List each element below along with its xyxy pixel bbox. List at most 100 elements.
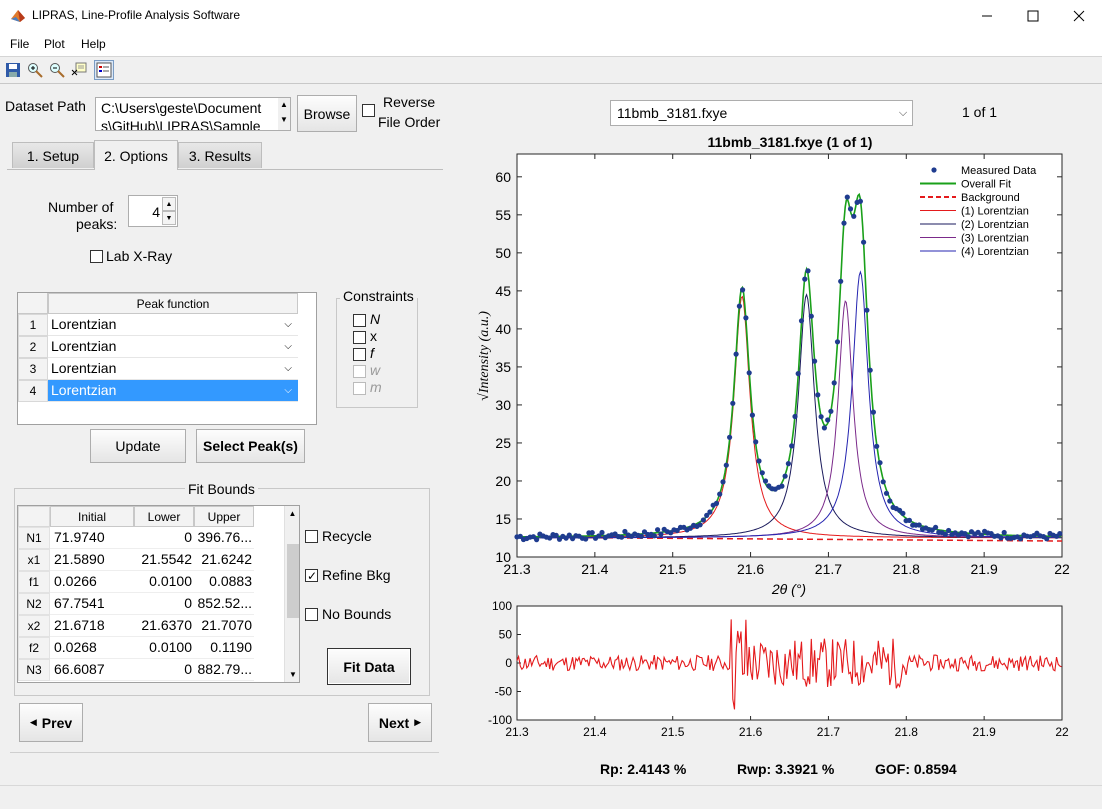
initial-value-cell[interactable]: 66.6087: [50, 659, 134, 681]
prev-label: Prev: [41, 714, 73, 731]
scroll-thumb[interactable]: [287, 544, 299, 618]
peak-row[interactable]: 1 Lorentzian ⌵: [18, 314, 316, 336]
lower-bound-cell[interactable]: 0: [134, 593, 194, 615]
zoom-out-icon: [50, 63, 65, 78]
lower-bound-cell[interactable]: 21.6370: [134, 615, 194, 637]
prev-button[interactable]: ◀ Prev: [19, 703, 83, 742]
data-point: [795, 371, 801, 377]
lower-bound-cell[interactable]: 0: [134, 527, 194, 549]
path-line-1: C:\Users\geste\Document: [101, 100, 262, 116]
dataset-path-field[interactable]: C:\Users\geste\Document s\GitHub\LIPRAS\…: [95, 97, 291, 131]
initial-value-cell[interactable]: 21.5890: [50, 549, 134, 571]
peak-row[interactable]: 2 Lorentzian ⌵: [18, 336, 316, 358]
data-cursor-button[interactable]: [69, 60, 89, 80]
recycle-checkbox[interactable]: [305, 530, 318, 543]
peak-function-value: Lorentzian: [51, 382, 117, 398]
upper-bound-cell[interactable]: 21.6242: [194, 549, 254, 571]
refine-bkg-checkbox[interactable]: [305, 569, 318, 582]
fit-bounds-scrollbar[interactable]: ▲ ▼: [284, 506, 299, 682]
reverse-order-checkbox[interactable]: [362, 104, 375, 117]
peak-function-select[interactable]: Lorentzian ⌵: [48, 380, 298, 402]
data-point: [883, 490, 890, 496]
lower-bound-cell[interactable]: 0.0100: [134, 571, 194, 593]
y-tick-label: 10: [495, 549, 511, 565]
lab-xray-checkbox[interactable]: [90, 250, 103, 263]
constraint-checkbox[interactable]: [353, 314, 366, 327]
initial-value-cell[interactable]: 67.7541: [50, 593, 134, 615]
peak-row[interactable]: 4 Lorentzian ⌵: [18, 380, 316, 402]
upper-bound-cell[interactable]: 852.52...: [194, 593, 254, 615]
data-point: [547, 535, 553, 541]
next-button[interactable]: Next ▶: [368, 703, 432, 742]
tab-setup[interactable]: 1. Setup: [12, 142, 94, 168]
legend-marker: [931, 167, 937, 173]
upper-bound-cell[interactable]: 0.1190: [194, 637, 254, 659]
constraint-checkbox[interactable]: [353, 331, 366, 344]
initial-value-cell[interactable]: 0.0268: [50, 637, 134, 659]
y-tick-label: 30: [495, 397, 511, 413]
y-tick-label: -50: [495, 685, 513, 699]
constraint-checkbox[interactable]: [353, 348, 366, 361]
data-point: [877, 460, 883, 466]
data-point: [655, 527, 661, 533]
peak-function-select[interactable]: Lorentzian ⌵: [48, 314, 298, 336]
spinner-up-icon[interactable]: ▲: [162, 197, 176, 211]
upper-bound-cell[interactable]: 882.79...: [194, 659, 254, 681]
upper-bound-cell[interactable]: 396.76...: [194, 527, 254, 549]
zoom-out-button[interactable]: [47, 60, 67, 80]
peak-function-select[interactable]: Lorentzian ⌵: [48, 358, 298, 380]
constraint-label: w: [370, 362, 381, 378]
zoom-in-icon: [28, 63, 43, 78]
num-peaks-spinner[interactable]: 4 ▲ ▼: [128, 195, 178, 227]
param-name: x1: [18, 549, 50, 571]
initial-value-cell[interactable]: 0.0266: [50, 571, 134, 593]
chevron-down-icon: ⌵: [898, 106, 908, 119]
no-bounds-checkbox[interactable]: [305, 608, 318, 621]
x-tick-label: 21.3: [503, 561, 530, 577]
menu-plot[interactable]: Plot: [44, 37, 65, 51]
browse-button[interactable]: Browse: [297, 95, 357, 132]
peak-function-select[interactable]: Lorentzian ⌵: [48, 336, 298, 358]
data-point: [759, 470, 765, 476]
upper-bound-cell[interactable]: 0.0883: [194, 571, 254, 593]
upper-bound-cell[interactable]: 21.7070: [194, 615, 254, 637]
data-point: [818, 414, 824, 420]
maximize-button[interactable]: [1010, 0, 1056, 32]
path-scrollbar[interactable]: ▲ ▼: [278, 98, 290, 130]
close-button[interactable]: [1056, 0, 1102, 32]
menu-help[interactable]: Help: [81, 37, 106, 51]
chevron-down-icon: ⌵: [284, 385, 292, 396]
tab-results[interactable]: 3. Results: [178, 142, 262, 168]
peak-row[interactable]: 3 Lorentzian ⌵: [18, 358, 316, 380]
reverse-label-2: File Order: [378, 114, 441, 130]
legend-label: (4) Lorentzian: [961, 246, 1029, 258]
data-point: [798, 318, 805, 324]
lower-bound-cell[interactable]: 21.5542: [134, 549, 194, 571]
select-peaks-button[interactable]: Select Peak(s): [196, 429, 305, 463]
spinner-down-icon[interactable]: ▼: [162, 211, 176, 225]
scroll-up-icon: ▲: [288, 509, 297, 518]
chevron-down-icon: ⌵: [284, 363, 292, 374]
data-point: [880, 479, 886, 485]
data-point: [746, 370, 752, 376]
update-button[interactable]: Update: [90, 429, 186, 463]
data-point: [707, 509, 713, 515]
file-select-dropdown[interactable]: 11bmb_3181.fxye ⌵: [610, 100, 913, 126]
initial-value-cell[interactable]: 71.9740: [50, 527, 134, 549]
gof-stat: GOF: 0.8594: [875, 761, 957, 777]
tab-options[interactable]: 2. Options: [94, 140, 178, 170]
legend-button[interactable]: [94, 60, 114, 80]
lower-bound-cell[interactable]: 0.0100: [134, 637, 194, 659]
save-button[interactable]: [3, 60, 23, 80]
data-point: [638, 533, 644, 539]
data-point: [897, 507, 903, 513]
minimize-button[interactable]: [964, 0, 1010, 32]
menu-file[interactable]: File: [10, 37, 30, 51]
lower-bound-cell[interactable]: 0: [134, 659, 194, 681]
data-point: [753, 439, 759, 445]
initial-value-cell[interactable]: 21.6718: [50, 615, 134, 637]
zoom-in-button[interactable]: [25, 60, 45, 80]
data-point: [887, 498, 893, 504]
data-point: [566, 532, 572, 538]
fit-data-button[interactable]: Fit Data: [327, 648, 411, 685]
